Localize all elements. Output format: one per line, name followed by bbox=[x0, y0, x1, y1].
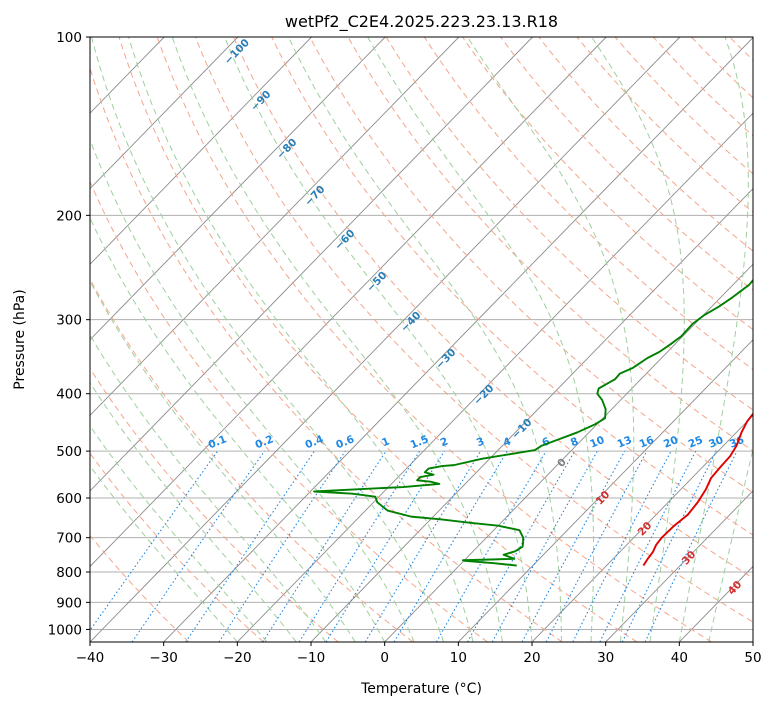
moist-adiabat-line bbox=[467, 37, 635, 642]
x-tick-label: 40 bbox=[671, 650, 688, 666]
mixing-ratio-label: 30 bbox=[707, 434, 725, 451]
moist-adiabat-line bbox=[367, 37, 595, 642]
mixing-ratio-line bbox=[467, 450, 576, 642]
mixing-ratio-label: 4 bbox=[502, 435, 513, 449]
dry-adiabat-line bbox=[90, 452, 264, 642]
dry-adiabat-line bbox=[90, 66, 563, 642]
mixing-ratio-label: 13 bbox=[616, 434, 634, 451]
x-tick-label: 20 bbox=[523, 650, 540, 666]
dry-adiabat-line bbox=[385, 37, 753, 411]
x-tick-label: 30 bbox=[597, 650, 614, 666]
mixing-ratio-line bbox=[185, 450, 315, 642]
isotherm-line bbox=[531, 414, 753, 642]
moist-adiabat-line bbox=[90, 465, 238, 642]
x-axis-title: Temperature (°C) bbox=[360, 681, 482, 697]
moist-adiabat-line bbox=[224, 37, 533, 642]
dry-adiabat-line bbox=[90, 180, 488, 642]
moist-adiabat-line bbox=[90, 381, 297, 642]
temperature-profile-line bbox=[642, 412, 753, 567]
moist-adiabat-line bbox=[171, 37, 504, 642]
mixing-ratio-label: 1 bbox=[380, 435, 391, 449]
moist-adiabat-line bbox=[90, 216, 386, 642]
y-tick-label: 200 bbox=[56, 208, 82, 224]
dry-adiabat-line bbox=[309, 37, 753, 494]
y-tick-label: 900 bbox=[56, 595, 82, 611]
isotherm-line bbox=[384, 263, 753, 642]
y-tick-label: 700 bbox=[56, 531, 82, 547]
dry-adiabat-line bbox=[768, 37, 775, 642]
mixing-ratio-line bbox=[491, 450, 598, 642]
y-tick-label: 800 bbox=[56, 565, 82, 581]
y-tick-label: 100 bbox=[56, 30, 82, 46]
isotherm-line bbox=[90, 37, 460, 416]
mixing-ratio-label: 16 bbox=[638, 434, 656, 451]
dry-adiabat-line bbox=[118, 37, 638, 642]
y-tick-label: 300 bbox=[56, 313, 82, 329]
mixing-ratio-label: 3 bbox=[475, 435, 486, 449]
moist-adiabat-line bbox=[90, 425, 268, 642]
mixing-ratio-line bbox=[298, 450, 421, 642]
chart-title: wetPf2_C2E4.2025.223.23.13.R18 bbox=[285, 12, 558, 32]
mixing-ratio-label: 10 bbox=[588, 434, 606, 451]
dewpoint-profile-line bbox=[313, 278, 753, 567]
mixing-ratio-line bbox=[90, 450, 219, 632]
isotherm-line bbox=[163, 37, 753, 642]
x-tick-label: 10 bbox=[450, 650, 467, 666]
mixing-ratio-label: 6 bbox=[540, 435, 551, 449]
isotherm-line bbox=[310, 188, 753, 642]
mixing-ratio-label: 2 bbox=[439, 435, 450, 449]
y-tick-label: 600 bbox=[56, 491, 82, 507]
mixing-ratio-line bbox=[262, 450, 387, 642]
dry-adiabat-line bbox=[347, 37, 753, 452]
x-tick-label: −20 bbox=[223, 650, 252, 666]
plot-frame bbox=[89, 36, 754, 643]
mixing-ratio-line bbox=[521, 450, 626, 642]
moist-adiabat-line bbox=[678, 37, 749, 642]
isotherm-line bbox=[237, 112, 753, 642]
y-tick-label: 1000 bbox=[48, 622, 82, 638]
plot-area bbox=[90, 37, 753, 642]
mixing-ratio-line bbox=[218, 450, 346, 642]
y-axis-title: Pressure (hPa) bbox=[12, 289, 28, 389]
isotherm-line bbox=[90, 37, 239, 190]
mixing-ratio-line bbox=[364, 450, 482, 642]
mixing-ratio-line bbox=[131, 450, 265, 642]
x-tick-label: −30 bbox=[149, 650, 178, 666]
dry-adiabat-line bbox=[271, 37, 753, 536]
dry-adiabat-line bbox=[194, 37, 753, 623]
isotherm-line bbox=[90, 37, 533, 492]
y-tick-label: 500 bbox=[56, 444, 82, 460]
mixing-ratio-line bbox=[325, 450, 445, 642]
x-tick-label: −40 bbox=[76, 650, 105, 666]
y-tick-label: 400 bbox=[56, 387, 82, 403]
mixing-ratio-line bbox=[621, 450, 717, 642]
mixing-ratio-label: 25 bbox=[687, 434, 705, 451]
dry-adiabat-line bbox=[90, 278, 414, 642]
x-tick-label: −10 bbox=[297, 650, 326, 666]
moist-adiabat-line bbox=[128, 37, 474, 642]
isotherm-line bbox=[90, 37, 607, 568]
isotherm-line bbox=[90, 37, 681, 642]
isotherm-line bbox=[752, 641, 753, 642]
moist-adiabat-line bbox=[288, 37, 562, 642]
moist-adiabat-line bbox=[708, 447, 753, 642]
isotherm-line bbox=[605, 490, 753, 642]
x-tick-label: 50 bbox=[744, 650, 761, 666]
moist-adiabat-line bbox=[91, 37, 445, 642]
dry-adiabat-line bbox=[233, 37, 753, 579]
isotherm-line bbox=[90, 37, 312, 265]
moist-adiabat-line bbox=[591, 37, 685, 642]
mixing-ratio-line bbox=[599, 450, 697, 642]
mixing-ratio-label: 8 bbox=[569, 435, 580, 449]
x-tick-label: 0 bbox=[380, 650, 389, 666]
mixing-ratio-label: 20 bbox=[662, 434, 680, 451]
moist-adiabat-line bbox=[90, 138, 415, 642]
dry-adiabat-line bbox=[90, 367, 339, 642]
isotherm-line bbox=[458, 339, 753, 642]
